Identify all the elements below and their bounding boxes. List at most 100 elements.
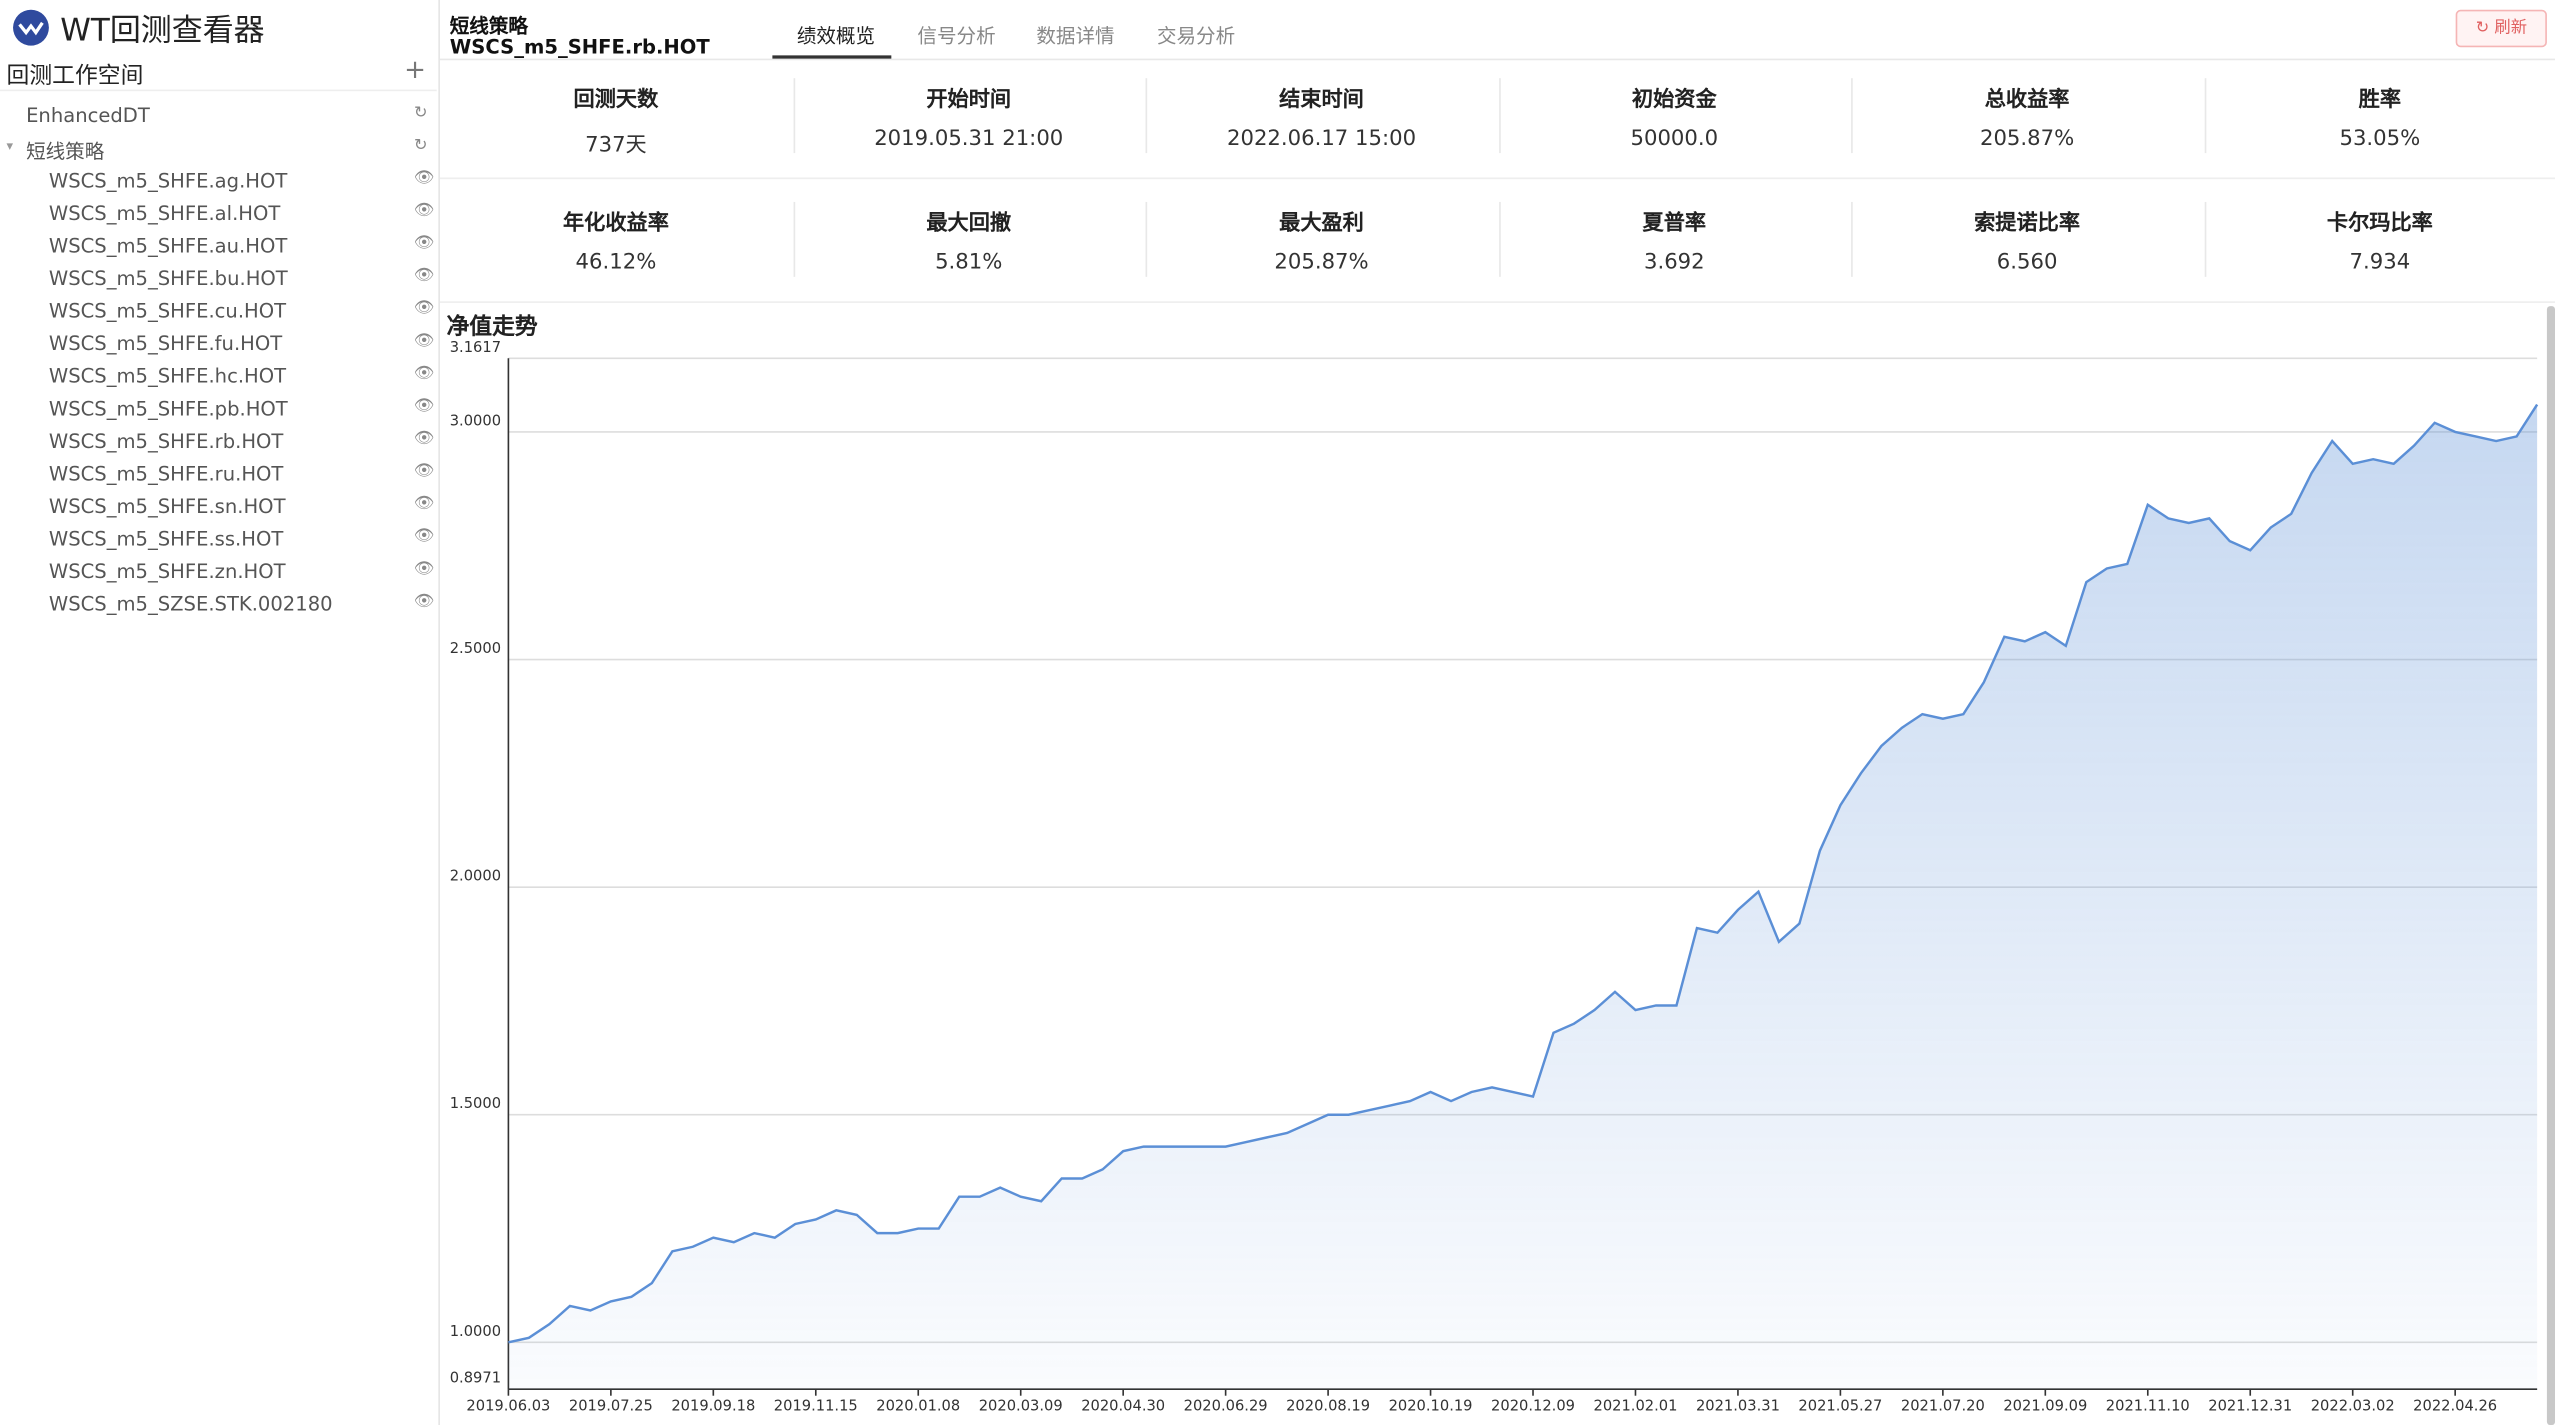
expand-arrow[interactable]: ▾ bbox=[6, 138, 14, 154]
tree-item[interactable]: WSCS_m5_SHFE.pb.HOT bbox=[48, 397, 288, 421]
add-button[interactable]: + bbox=[404, 53, 426, 85]
y-tick-label: 1.0000 bbox=[450, 1323, 501, 1340]
area-fill bbox=[508, 404, 2538, 1390]
y-tick-label: 3.0000 bbox=[450, 412, 501, 429]
view-icon[interactable]: 👁 bbox=[413, 234, 435, 253]
x-tick-label: 2022.03.02 bbox=[2311, 1397, 2395, 1414]
x-tick-label: 2019.09.18 bbox=[671, 1397, 755, 1414]
separator bbox=[1145, 201, 1148, 277]
x-tick-label: 2022.04.26 bbox=[2413, 1397, 2497, 1414]
x-tick-label: 2019.07.25 bbox=[569, 1397, 653, 1414]
divider bbox=[0, 89, 437, 92]
tree-item[interactable]: WSCS_m5_SHFE.rb.HOT bbox=[48, 429, 284, 453]
view-icon[interactable]: 👁 bbox=[413, 592, 435, 611]
x-tick-label: 2021.11.10 bbox=[2106, 1397, 2190, 1414]
separator bbox=[1145, 78, 1148, 154]
y-tick-label: 1.5000 bbox=[450, 1095, 501, 1112]
metric-value: 737天 bbox=[585, 133, 647, 158]
tree-item[interactable]: WSCS_m5_SHFE.bu.HOT bbox=[48, 267, 288, 290]
tree-group[interactable]: EnhancedDT bbox=[26, 104, 150, 128]
metric-label: 开始时间 bbox=[926, 87, 1012, 113]
view-icon[interactable]: 👁 bbox=[413, 332, 435, 351]
tree-item[interactable]: WSCS_m5_SHFE.hc.HOT bbox=[48, 364, 287, 388]
tree-item[interactable]: WSCS_m5_SHFE.ss.HOT bbox=[48, 527, 284, 551]
tree-item[interactable]: WSCS_m5_SZSE.STK.002180 bbox=[48, 592, 333, 616]
metric-label: 回测天数 bbox=[573, 87, 659, 113]
tab[interactable]: 绩效概览 bbox=[796, 24, 876, 48]
tree-item[interactable]: WSCS_m5_SHFE.ag.HOT bbox=[48, 169, 288, 193]
metric-label: 卡尔玛比率 bbox=[2326, 211, 2433, 237]
separator bbox=[1851, 201, 1853, 277]
metric-value: 46.12% bbox=[575, 250, 657, 276]
view-icon[interactable]: 👁 bbox=[413, 169, 435, 188]
x-tick-label: 2020.10.19 bbox=[1389, 1397, 1473, 1414]
view-icon[interactable]: 👁 bbox=[413, 462, 435, 481]
refresh-icon[interactable]: ↻ bbox=[413, 104, 428, 123]
refresh-label: 刷新 bbox=[2494, 19, 2527, 38]
y-tick-label: 2.0000 bbox=[450, 868, 501, 885]
tree-item[interactable]: WSCS_m5_SHFE.ru.HOT bbox=[48, 462, 284, 486]
metric-label: 总收益率 bbox=[1984, 87, 2070, 113]
metric-value: 2019.05.31 21:00 bbox=[874, 127, 1064, 152]
sidebar-title: 回测工作空间 bbox=[6, 63, 144, 90]
x-tick-label: 2021.07.20 bbox=[1901, 1397, 1985, 1414]
x-tick-label: 2020.12.09 bbox=[1491, 1397, 1575, 1414]
metric-label: 最大盈利 bbox=[1279, 211, 1364, 237]
metric-value: 53.05% bbox=[2339, 127, 2421, 152]
view-icon[interactable]: 👁 bbox=[413, 364, 435, 383]
separator bbox=[1851, 78, 1853, 154]
x-tick-label: 2020.03.09 bbox=[979, 1397, 1063, 1414]
tree-item[interactable]: WSCS_m5_SHFE.cu.HOT bbox=[48, 299, 287, 323]
view-icon[interactable]: 👁 bbox=[413, 495, 435, 514]
x-tick-label: 2021.02.01 bbox=[1594, 1397, 1678, 1414]
logo bbox=[13, 9, 49, 46]
metric-value: 7.934 bbox=[2349, 250, 2411, 276]
x-tick-label: 2021.03.31 bbox=[1696, 1397, 1780, 1414]
metric-label: 胜率 bbox=[2358, 87, 2402, 113]
tab[interactable]: 数据详情 bbox=[1036, 24, 1115, 48]
view-icon[interactable]: 👁 bbox=[413, 397, 435, 416]
metric-label: 初始资金 bbox=[1631, 87, 1717, 113]
tree-item[interactable]: WSCS_m5_SHFE.zn.HOT bbox=[48, 560, 286, 584]
separator bbox=[1498, 78, 1500, 154]
metric-label: 年化收益率 bbox=[562, 211, 669, 237]
separator bbox=[792, 78, 795, 154]
tree-item[interactable]: WSCS_m5_SHFE.sn.HOT bbox=[48, 495, 286, 518]
metric-label: 夏普率 bbox=[1642, 211, 1707, 237]
view-icon[interactable]: 👁 bbox=[413, 527, 435, 546]
sidebar: 回测工作空间 + EnhancedDT ↻ ▾ 短线策略 ↻ WSCS_m5_SHFE.a… bbox=[0, 0, 440, 1425]
x-tick-label: 2021.05.27 bbox=[1798, 1397, 1882, 1414]
tab[interactable]: 信号分析 bbox=[917, 24, 996, 48]
divider bbox=[439, 301, 2555, 303]
refresh-icon[interactable]: ↻ bbox=[413, 136, 428, 155]
tab[interactable]: 交易分析 bbox=[1156, 24, 1236, 48]
tree-item[interactable]: WSCS_m5_SHFE.fu.HOT bbox=[48, 332, 283, 356]
metric-value: 6.560 bbox=[1996, 250, 2058, 276]
metric-value: 205.87% bbox=[1979, 127, 2075, 152]
metric-value: 2022.06.17 15:00 bbox=[1226, 127, 1417, 152]
x-tick-label: 2020.06.29 bbox=[1184, 1397, 1268, 1414]
x-tick-label: 2019.11.15 bbox=[774, 1397, 858, 1414]
tree-item[interactable]: WSCS_m5_SHFE.au.HOT bbox=[48, 234, 288, 258]
view-icon[interactable]: 👁 bbox=[413, 429, 435, 448]
x-tick-label: 2021.12.31 bbox=[2208, 1397, 2292, 1414]
line bbox=[508, 403, 2539, 1344]
scrollbar[interactable] bbox=[2546, 306, 2555, 1425]
divider bbox=[439, 177, 2555, 180]
metric-value: 5.81% bbox=[935, 250, 1003, 276]
x-tick-label: 2021.09.09 bbox=[2003, 1397, 2087, 1414]
metric-value: 3.692 bbox=[1643, 250, 1705, 276]
view-icon[interactable]: 👁 bbox=[413, 201, 435, 220]
y-tick-label: 0.8971 bbox=[450, 1370, 501, 1387]
tree-group[interactable]: 短线策略 bbox=[26, 140, 105, 163]
refresh-button[interactable]: ↻ 刷新 bbox=[2455, 9, 2547, 48]
chart-title: 净值走势 bbox=[446, 314, 538, 341]
x-tick-label: 2019.06.03 bbox=[466, 1397, 550, 1414]
view-icon[interactable]: 👁 bbox=[413, 299, 435, 318]
metric-value: 205.87% bbox=[1274, 250, 1369, 276]
view-icon[interactable]: 👁 bbox=[413, 560, 435, 579]
tree-item[interactable]: WSCS_m5_SHFE.al.HOT bbox=[48, 201, 281, 225]
view-icon[interactable]: 👁 bbox=[413, 267, 435, 286]
